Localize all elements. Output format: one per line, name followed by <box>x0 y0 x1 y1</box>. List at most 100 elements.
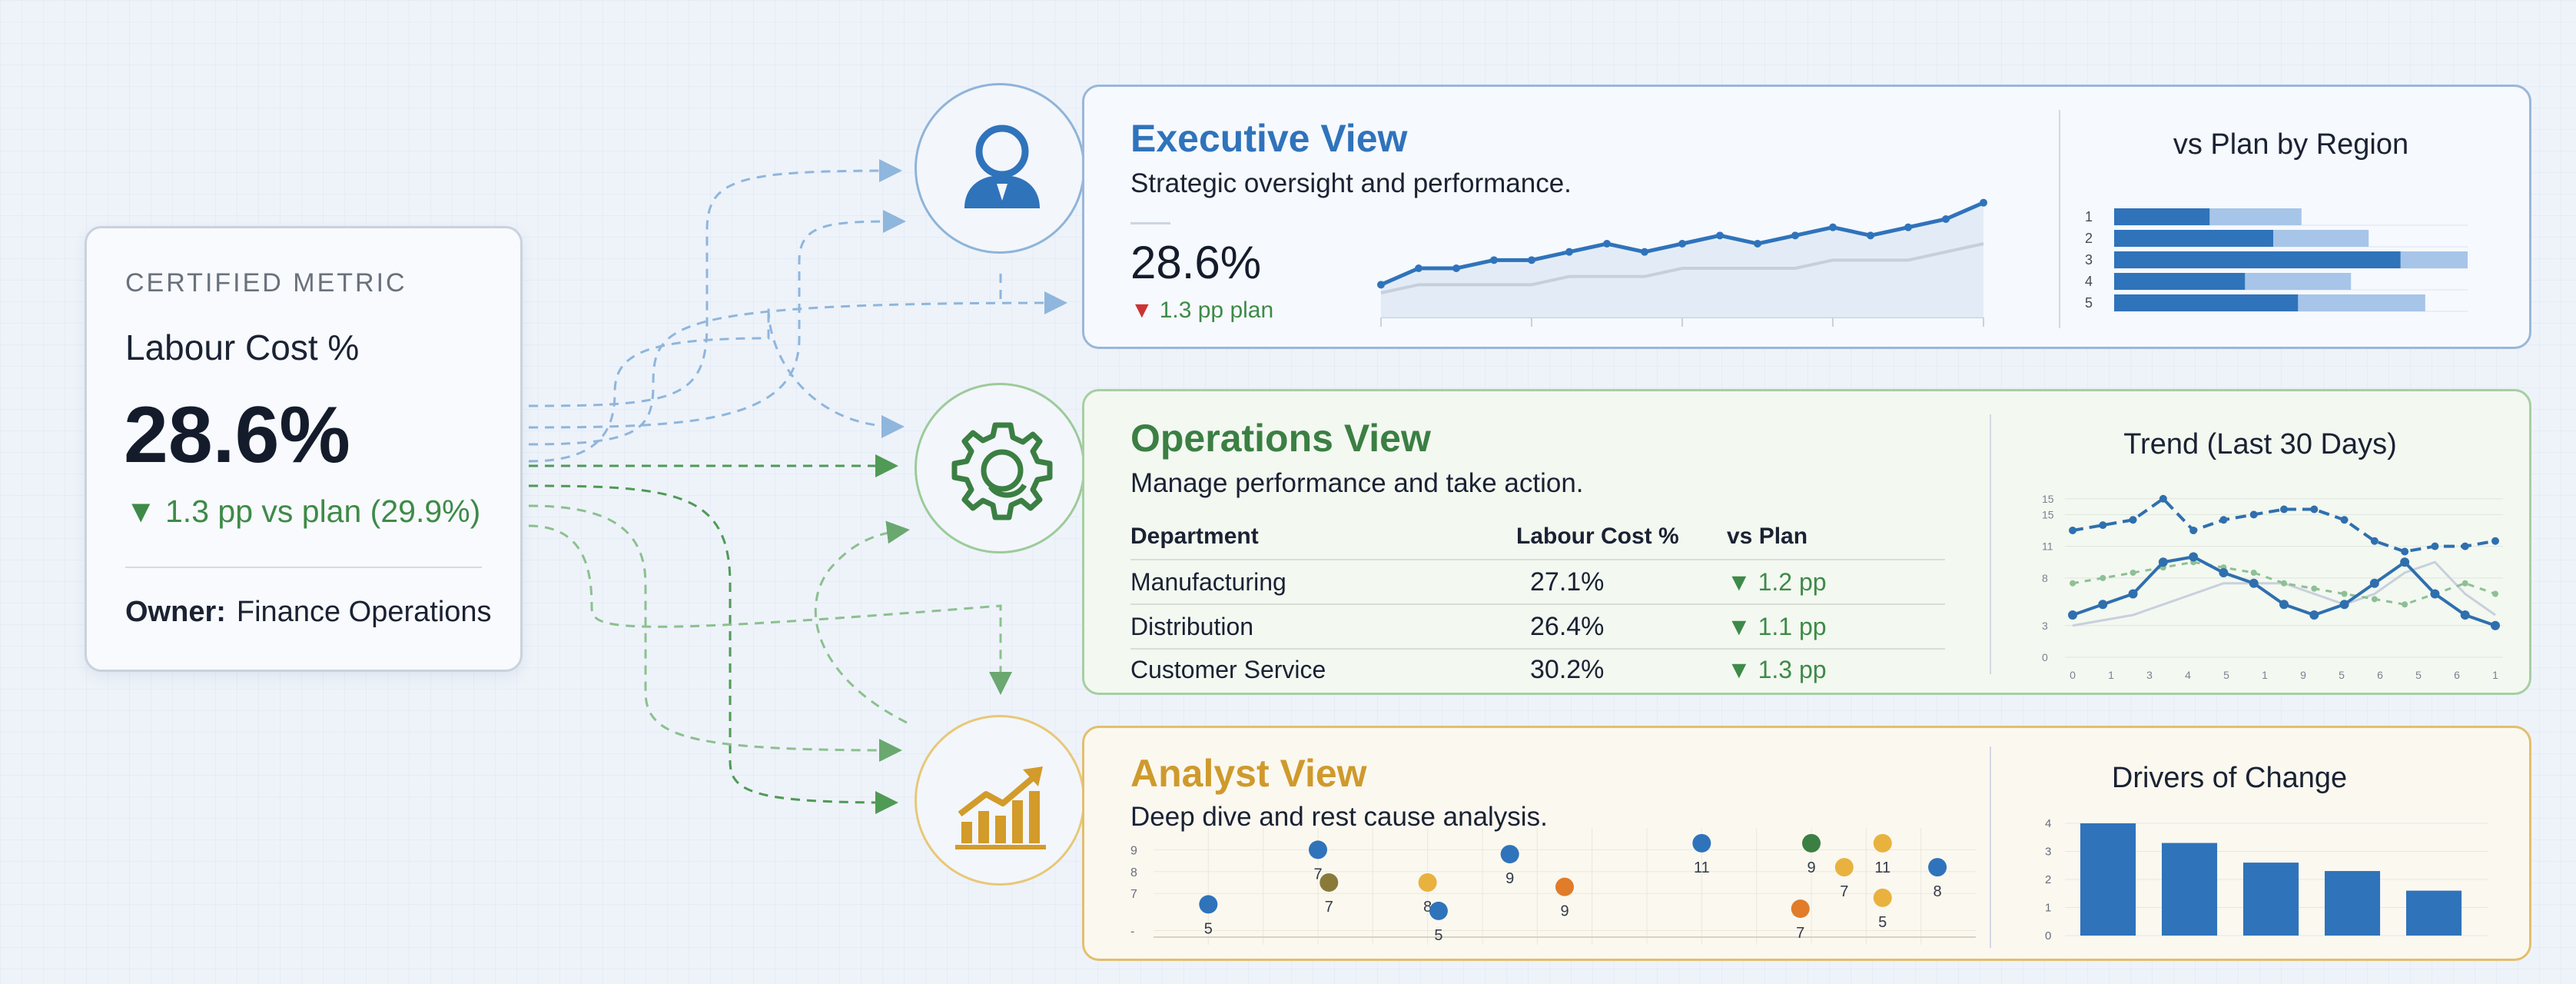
scatter-point <box>1429 901 1448 920</box>
sparkline-point <box>1904 223 1912 231</box>
drivers-y-tick: 0 <box>2045 929 2051 942</box>
trend-x-tick: 5 <box>2415 669 2422 681</box>
trend-x-tick: 4 <box>2185 669 2191 681</box>
sparkline-point <box>1829 223 1837 231</box>
scatter-point-label: 7 <box>1796 925 1804 942</box>
trend-point <box>2100 574 2106 581</box>
person-icon <box>964 125 1040 208</box>
trend-point <box>2069 527 2076 534</box>
vs-plan-value: 1.3 pp <box>1758 656 1827 683</box>
drivers-y-tick: 4 <box>2045 817 2051 830</box>
trend-x-tick: 1 <box>2108 669 2114 681</box>
drivers-bar <box>2243 863 2299 936</box>
trend-x-tick: 6 <box>2454 669 2460 681</box>
scatter-point-label: 11 <box>1874 859 1891 876</box>
trend-point <box>2402 601 2408 608</box>
table-header-vs-plan: vs Plan <box>1727 524 1808 549</box>
trend-point <box>2219 568 2229 577</box>
sparkline-area <box>1381 202 1983 317</box>
executive-icon-circle[interactable] <box>915 83 1085 254</box>
trend-x-tick: 5 <box>2223 669 2229 681</box>
scatter-point <box>1928 858 1947 877</box>
down-arrow-icon: ▼ <box>1727 656 1751 683</box>
region-tick-label: 1 <box>2085 209 2093 224</box>
trend-point <box>2128 589 2138 599</box>
scatter-point-label: 5 <box>1878 914 1887 931</box>
scatter-point <box>1320 873 1339 892</box>
down-arrow-icon: ▼ <box>1727 568 1751 596</box>
trend-series-line <box>2072 560 2496 606</box>
scatter-point-label: 9 <box>1807 859 1815 876</box>
operations-icon-circle[interactable] <box>915 383 1085 554</box>
region-tick-label: 2 <box>2085 231 2093 246</box>
trend-point <box>2340 516 2349 524</box>
metric-delta: ▼ 1.3 pp vs plan (29.9%) <box>125 494 480 530</box>
scatter-y-tick: 9 <box>1130 844 1137 857</box>
trend-point <box>2461 580 2468 587</box>
sparkline-point <box>1377 281 1385 289</box>
down-arrow-icon: ▼ <box>1727 613 1751 640</box>
sparkline-point <box>1791 231 1799 240</box>
trend-point <box>2310 505 2319 514</box>
trend-x-tick: 9 <box>2300 669 2306 681</box>
executive-divider <box>2059 110 2060 328</box>
trend-point <box>2460 610 2470 620</box>
connector-ops-blue <box>528 307 905 463</box>
trend-point <box>2341 590 2348 597</box>
scatter-point <box>1555 877 1574 896</box>
executive-view-panel[interactable]: Executive View Strategic oversight and p… <box>1082 85 2531 349</box>
scatter-point <box>1791 899 1810 919</box>
analyst-divider <box>1990 746 1991 948</box>
table-row-department[interactable]: Distribution <box>1130 613 1254 640</box>
trend-point <box>2430 589 2440 599</box>
analyst-subtitle: Deep dive and rest cause analysis. <box>1130 802 1548 832</box>
scatter-point <box>1873 833 1892 853</box>
trend-y-tick: 3 <box>2042 620 2048 632</box>
operations-view-panel[interactable]: Operations View Manage performance and t… <box>1082 389 2531 695</box>
trend-point <box>2371 596 2378 603</box>
down-arrow-icon: ▼ <box>1130 298 1154 323</box>
region-chart-title: vs Plan by Region <box>2173 128 2409 161</box>
drivers-y-tick: 2 <box>2045 873 2051 886</box>
sparkline-point <box>1603 240 1611 248</box>
trend-point <box>2491 620 2500 630</box>
scatter-point <box>1418 873 1437 892</box>
scatter-point-label: 5 <box>1204 920 1213 937</box>
sparkline-point <box>1452 264 1460 272</box>
table-row-department[interactable]: Customer Service <box>1130 656 1326 683</box>
scatter-point-label: 7 <box>1840 883 1848 900</box>
drivers-bar <box>2080 823 2136 936</box>
trend-point <box>2098 600 2108 610</box>
trend-x-tick: 1 <box>2262 669 2268 681</box>
operations-divider <box>1990 414 1991 674</box>
drivers-y-tick: 3 <box>2045 846 2051 859</box>
connector-exec-1 <box>528 159 902 407</box>
trend-point <box>2339 600 2349 610</box>
sparkline-plan-line <box>1380 242 1984 294</box>
table-row-cost: 26.4% <box>1530 612 1605 641</box>
drivers-bar <box>2406 890 2462 936</box>
certified-metric-card[interactable]: CERTIFIED METRIC Labour Cost % 28.6% ▼ 1… <box>85 226 523 672</box>
analyst-icon-circle[interactable] <box>915 715 1085 886</box>
owner-value: Finance Operations <box>236 596 492 628</box>
trend-chart-title: Trend (Last 30 Days) <box>2123 428 2397 460</box>
executive-subtitle: Strategic oversight and performance. <box>1130 168 1572 198</box>
trend-point <box>2309 610 2319 620</box>
scatter-point-label: 7 <box>1325 899 1333 916</box>
growth-chart-icon <box>955 766 1046 849</box>
drivers-bar <box>2325 871 2381 936</box>
trend-y-tick: 0 <box>2042 651 2048 663</box>
executive-kpi-delta-text: 1.3 pp plan <box>1159 298 1274 323</box>
trend-point <box>2189 527 2198 534</box>
sparkline-point <box>1565 248 1573 256</box>
region-actual-bar <box>2114 208 2210 225</box>
analyst-view-panel[interactable]: Analyst View Deep dive and rest cause an… <box>1082 726 2531 961</box>
trend-x-tick: 5 <box>2339 669 2345 681</box>
trend-y-tick: 15 <box>2042 508 2054 520</box>
sparkline-point <box>1754 240 1761 248</box>
vs-plan-value: 1.2 pp <box>1758 568 1827 596</box>
table-row-department[interactable]: Manufacturing <box>1130 568 1286 596</box>
region-bar-chart: 1 2 3 4 5 <box>2085 208 2468 312</box>
